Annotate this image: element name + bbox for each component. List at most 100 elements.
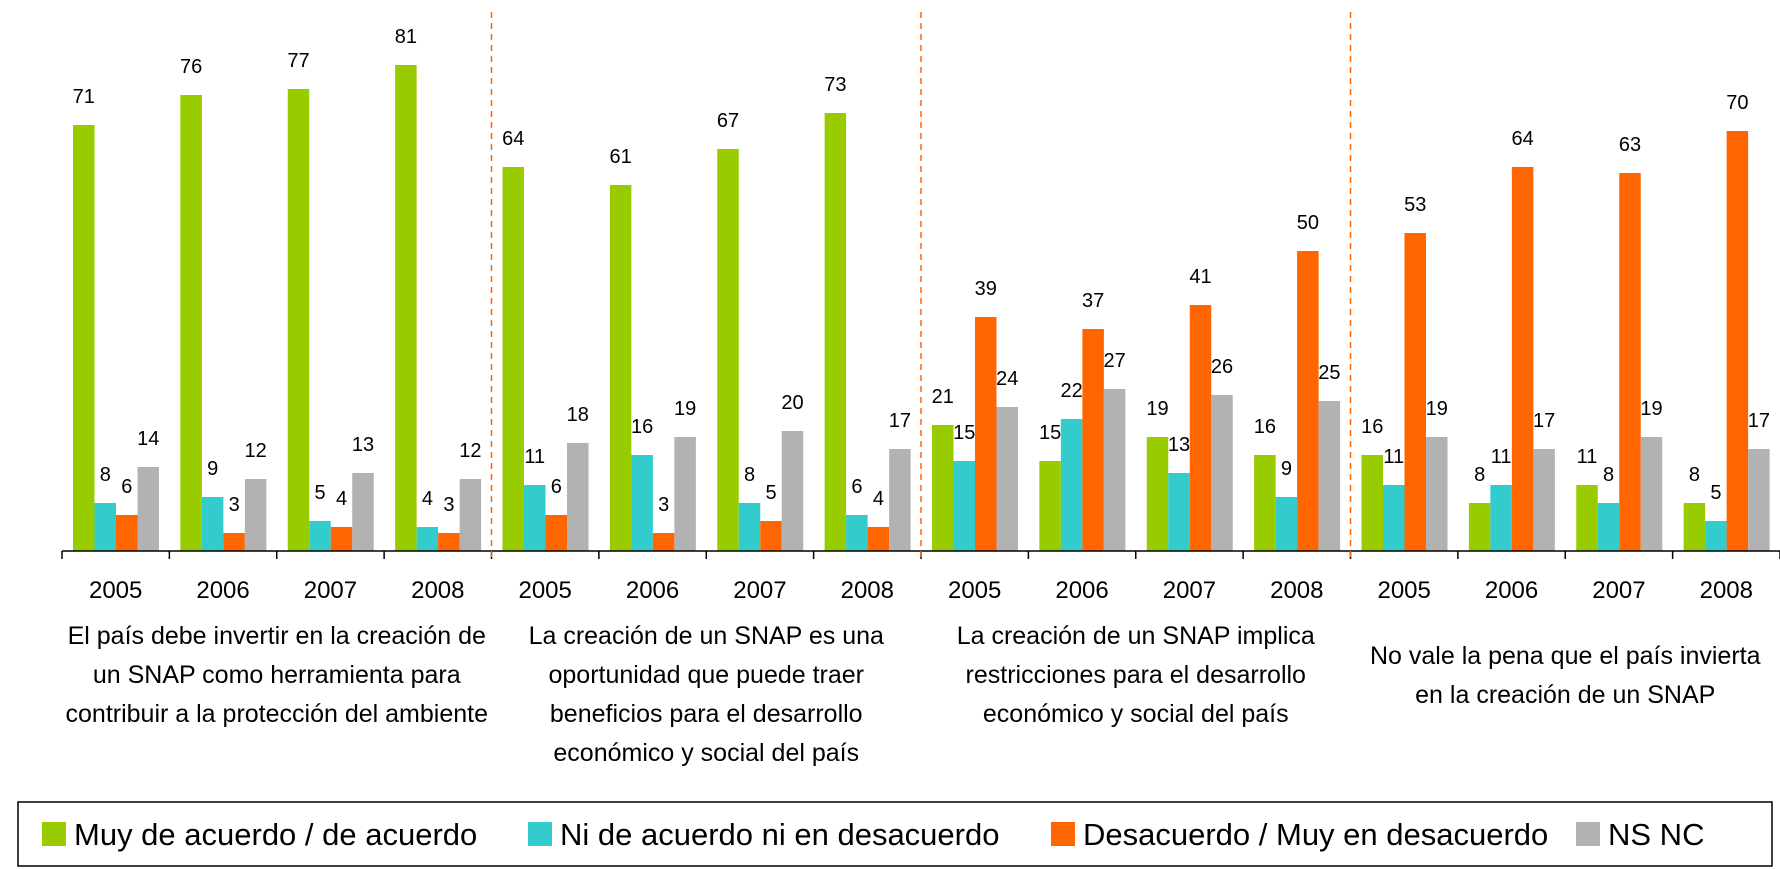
group-label: económico y social del país	[553, 739, 859, 767]
bar	[1748, 449, 1770, 551]
bar	[1597, 503, 1620, 551]
bar	[1726, 131, 1749, 551]
value-label: 15	[953, 422, 975, 444]
bar	[1683, 503, 1706, 551]
bar	[1640, 437, 1663, 551]
group-label: contribuir a la protección del ambiente	[66, 700, 488, 728]
bar	[309, 521, 331, 551]
bar	[137, 467, 159, 551]
value-label: 39	[975, 278, 997, 300]
bar	[781, 431, 804, 551]
bar	[1189, 305, 1212, 551]
bar	[545, 515, 567, 551]
bar	[1490, 485, 1512, 551]
bar	[438, 533, 460, 551]
value-label: 67	[717, 110, 739, 132]
value-label: 3	[229, 494, 240, 516]
value-label: 17	[889, 410, 911, 432]
legend-label: Muy de acuerdo / de acuerdo	[74, 817, 477, 852]
bar	[652, 533, 675, 551]
value-label: 70	[1726, 92, 1748, 114]
bar	[502, 167, 524, 551]
bar	[760, 521, 782, 551]
value-label: 3	[658, 494, 669, 516]
x-tick-label: 2007	[1592, 577, 1645, 604]
value-label: 73	[824, 74, 846, 96]
x-tick-label: 2008	[1700, 577, 1753, 604]
x-tick-label: 2005	[89, 577, 142, 604]
bar	[1468, 503, 1491, 551]
bar	[1426, 437, 1448, 551]
value-label: 77	[287, 50, 309, 72]
value-label: 63	[1619, 134, 1641, 156]
legend-label: Desacuerdo / Muy en desacuerdo	[1083, 817, 1548, 852]
bar	[244, 479, 267, 551]
value-label: 22	[1061, 380, 1083, 402]
bar	[1275, 497, 1298, 551]
value-label: 14	[137, 428, 159, 450]
value-label: 11	[1491, 446, 1512, 468]
group-label: El país debe invertir en la creación de	[68, 622, 486, 650]
bar	[524, 485, 546, 551]
legend-label: Ni de acuerdo ni en desacuerdo	[560, 817, 999, 852]
x-tick-label: 2008	[1270, 577, 1323, 604]
bar	[1211, 395, 1233, 551]
value-label: 16	[631, 416, 653, 438]
value-label: 27	[1104, 350, 1126, 372]
bar	[631, 455, 653, 551]
value-label: 4	[336, 488, 347, 510]
group-label: económico y social del país	[983, 700, 1289, 728]
legend-swatch	[1576, 822, 1600, 846]
value-label: 19	[1146, 398, 1168, 420]
bar	[674, 437, 696, 551]
value-label: 18	[567, 404, 589, 426]
bar	[180, 95, 202, 551]
value-label: 12	[245, 440, 267, 462]
value-label: 64	[1512, 128, 1534, 150]
value-label: 61	[610, 146, 632, 168]
value-label: 37	[1082, 290, 1104, 312]
bar	[609, 185, 632, 551]
value-label: 13	[1168, 434, 1190, 456]
value-label: 17	[1533, 410, 1555, 432]
bar	[824, 113, 847, 551]
group-label: La creación de un SNAP implica	[957, 622, 1315, 650]
value-label: 12	[459, 440, 481, 462]
bar	[1060, 419, 1083, 551]
value-label: 41	[1189, 266, 1211, 288]
group-label: restricciones para el desarrollo	[966, 661, 1306, 689]
bar	[889, 449, 911, 551]
value-label: 53	[1404, 194, 1426, 216]
value-label: 76	[180, 56, 202, 78]
bar	[116, 515, 138, 551]
bar	[94, 503, 116, 551]
value-label: 5	[314, 482, 325, 504]
group-label: beneficios para el desarrollo	[550, 700, 863, 728]
value-label: 8	[1689, 464, 1700, 486]
legend-label: NS NC	[1608, 817, 1704, 852]
bar	[201, 497, 224, 551]
value-label: 6	[121, 476, 132, 498]
value-label: 11	[1383, 446, 1404, 468]
value-label: 8	[1474, 464, 1485, 486]
legend-box	[17, 801, 1773, 867]
value-label: 19	[1426, 398, 1448, 420]
bar	[73, 125, 95, 551]
bar	[1168, 473, 1190, 551]
bar	[567, 443, 589, 551]
bar	[846, 515, 868, 551]
x-tick-label: 2005	[948, 577, 1001, 604]
x-tick-label: 2006	[196, 577, 249, 604]
value-label: 11	[1577, 446, 1598, 468]
bar	[1361, 455, 1383, 551]
x-tick-label: 2006	[1055, 577, 1108, 604]
bar	[932, 425, 954, 551]
bar	[953, 461, 975, 551]
group-label: oportunidad que puede traer	[548, 661, 864, 689]
bar	[1082, 329, 1104, 551]
bar	[395, 65, 417, 551]
value-label: 5	[765, 482, 776, 504]
x-tick-label: 2006	[1485, 577, 1538, 604]
bar	[1404, 233, 1426, 551]
